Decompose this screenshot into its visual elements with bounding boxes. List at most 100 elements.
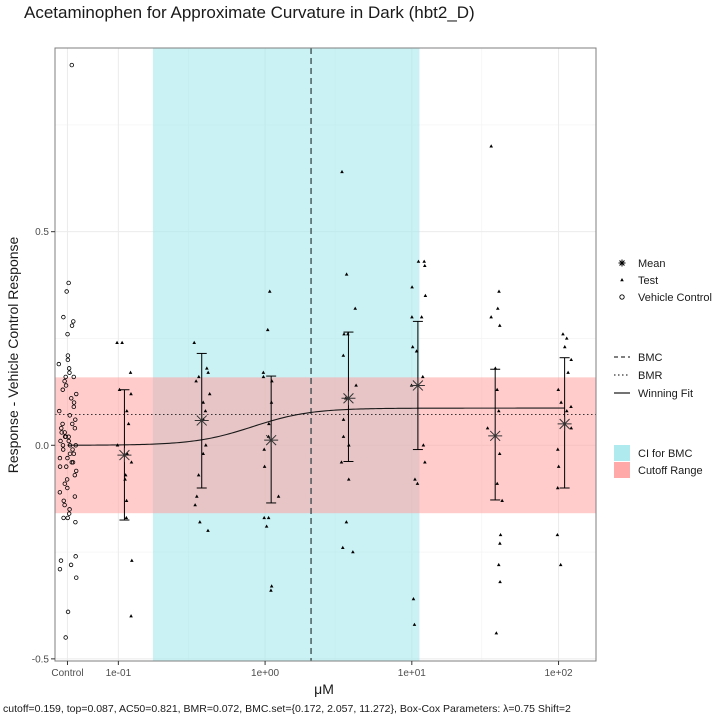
- test-point: [556, 387, 561, 391]
- test-point: [267, 289, 272, 293]
- test-point: [129, 614, 133, 618]
- test-point: [267, 421, 271, 426]
- mean-marker: [264, 433, 279, 448]
- mean-marker: [194, 413, 209, 428]
- test-point: [262, 447, 267, 451]
- vehicle-control-point: [74, 575, 79, 580]
- test-point: [354, 383, 358, 387]
- x-tick-label: 1e+01: [398, 668, 427, 679]
- test-point: [498, 541, 502, 545]
- test-point: [344, 520, 349, 524]
- legend-mean-icon: [618, 259, 626, 267]
- test-point: [340, 545, 345, 549]
- legend-label: CI for BMC: [638, 448, 692, 460]
- vehicle-control-point: [62, 502, 67, 508]
- test-point: [423, 460, 427, 464]
- test-point: [353, 306, 358, 310]
- test-point: [423, 293, 428, 297]
- test-point: [555, 447, 560, 451]
- vehicle-control-point: [62, 481, 67, 486]
- test-point: [205, 366, 209, 370]
- vehicle-control-point: [71, 319, 76, 324]
- vehicle-control-point: [64, 477, 70, 482]
- test-point: [128, 370, 133, 374]
- test-point: [498, 579, 502, 584]
- vehicle-control-point: [57, 455, 63, 461]
- legend-vehicle-icon: [619, 294, 625, 300]
- test-point: [416, 259, 421, 263]
- test-point: [489, 315, 493, 319]
- test-point: [261, 370, 266, 374]
- test-point: [197, 374, 201, 379]
- test-point: [489, 144, 493, 148]
- mean-marker: [557, 416, 572, 431]
- vehicle-control-point: [65, 455, 70, 461]
- test-point: [207, 392, 212, 396]
- x-tick-label: 1e+02: [544, 668, 573, 679]
- test-point: [564, 336, 569, 340]
- test-point: [498, 532, 503, 537]
- vehicle-control-point: [63, 383, 69, 388]
- test-point: [497, 289, 501, 293]
- test-point: [569, 404, 573, 409]
- vehicle-control-point: [61, 515, 66, 521]
- vehicle-control-point: [70, 421, 75, 427]
- vehicle-control-point: [57, 464, 63, 469]
- vehicle-control-point: [74, 391, 79, 397]
- y-tick-label: -0.5: [32, 654, 50, 665]
- vehicle-control-point: [71, 400, 77, 405]
- vehicle-control-point: [57, 566, 63, 572]
- test-point: [412, 622, 417, 626]
- vehicle-control-point: [73, 443, 78, 448]
- vehicle-control-point: [66, 366, 72, 371]
- legend-ci-swatch: [614, 445, 630, 461]
- test-point: [129, 392, 133, 396]
- test-point: [341, 353, 346, 357]
- legend-label: BMC: [638, 352, 663, 364]
- vehicle-control-point: [65, 353, 71, 358]
- test-point: [562, 345, 567, 349]
- mean-marker: [488, 428, 503, 443]
- test-point: [198, 520, 202, 524]
- y-tick-label: 0.5: [35, 227, 49, 238]
- x-axis-title: μM: [314, 681, 334, 697]
- legend-label: Mean: [638, 258, 666, 270]
- vehicle-control-point: [68, 562, 74, 568]
- test-point: [410, 315, 414, 319]
- test-point: [420, 374, 425, 379]
- test-point: [194, 379, 198, 383]
- vehicle-control-point: [61, 314, 66, 320]
- vehicle-control-point: [69, 62, 74, 68]
- vehicle-control-point: [63, 374, 68, 380]
- legend-label: Test: [638, 275, 658, 287]
- test-point: [410, 345, 415, 349]
- test-point: [124, 515, 129, 520]
- test-point: [422, 263, 427, 268]
- test-point: [569, 426, 574, 430]
- test-point: [496, 409, 501, 413]
- test-point: [496, 562, 501, 567]
- vehicle-control-point: [60, 387, 65, 392]
- test-point: [495, 387, 499, 391]
- test-point: [206, 528, 210, 532]
- test-point: [497, 451, 502, 456]
- vehicle-control-point: [69, 396, 74, 401]
- test-point: [495, 306, 500, 310]
- mean-marker: [410, 378, 425, 393]
- test-point: [201, 400, 206, 404]
- vehicle-control-point: [67, 451, 73, 457]
- test-point: [266, 515, 271, 520]
- test-point: [556, 464, 561, 468]
- test-point: [497, 323, 502, 327]
- panel-border: [54, 47, 597, 662]
- test-point: [555, 485, 560, 490]
- test-point: [124, 498, 129, 503]
- test-point: [204, 443, 208, 447]
- legend-test-icon: [620, 278, 624, 282]
- test-point: [264, 524, 269, 528]
- test-point: [495, 481, 500, 485]
- vehicle-control-point: [65, 332, 70, 337]
- vehicle-control-point: [62, 378, 67, 384]
- vehicle-control-point: [59, 430, 64, 435]
